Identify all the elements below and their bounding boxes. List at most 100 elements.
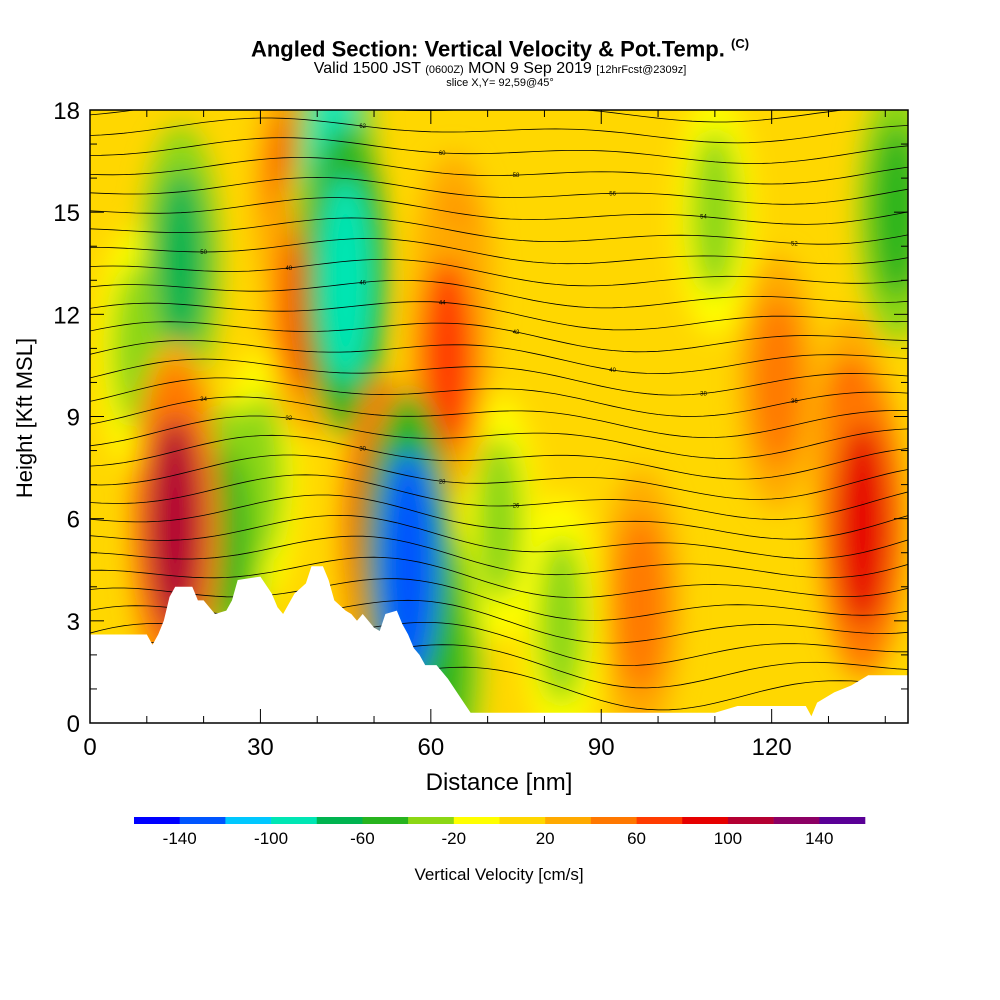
axis-tick-labels: 0 30 60 90 120 0 3 6 9 12 15 18	[53, 98, 791, 761]
slice-info: slice X,Y= 92,59@45°	[446, 77, 554, 89]
y-tick-label: 12	[53, 302, 80, 329]
colorbar-swatch	[316, 817, 363, 824]
colorbar-tick-label: 100	[714, 829, 742, 848]
colorbar-swatch	[362, 817, 409, 824]
velocity-cell	[537, 536, 586, 705]
theta-label: 58	[513, 173, 520, 179]
theta-label: 40	[609, 368, 616, 374]
theta-label: 42	[513, 330, 520, 336]
colorbar-tick-label: -20	[442, 829, 467, 848]
theta-label: 64	[285, 98, 292, 104]
x-tick-label: 60	[417, 734, 444, 761]
x-tick-label: 0	[83, 734, 96, 761]
theta-contour	[90, 301, 908, 331]
colorbar-swatch	[179, 817, 226, 824]
colorbar-swatch	[499, 817, 546, 824]
theta-label: 28	[439, 479, 446, 485]
y-axis-label: Height [Kft MSL]	[12, 338, 37, 498]
theta-label: 48	[285, 266, 292, 272]
y-tick-label: 0	[67, 711, 80, 738]
theta-contour	[90, 415, 908, 459]
theta-contour	[90, 321, 908, 353]
colorbar-tick-label: -60	[350, 829, 375, 848]
velocity-cell	[475, 436, 523, 601]
theta-contour	[90, 434, 908, 480]
theta-contour	[90, 377, 908, 417]
velocity-cell	[155, 170, 207, 356]
theta-contour	[90, 494, 908, 540]
colorbar-swatch	[682, 817, 729, 824]
velocity-cell	[147, 416, 203, 634]
colorbar-tick-label: -100	[254, 829, 288, 848]
theta-label: 54	[700, 215, 707, 221]
velocity-cell	[318, 177, 373, 384]
velocity-field	[97, 110, 908, 723]
theta-label: 62	[359, 124, 366, 130]
velocity-cell	[422, 258, 474, 452]
theta-label: 38	[700, 391, 707, 397]
colorbar-swatch	[819, 817, 866, 824]
colorbar-swatch	[727, 817, 774, 824]
colorbar: -140 -100 -60 -20 20 60 100 140	[134, 817, 866, 848]
theta-contour	[90, 238, 908, 265]
theta-label: 36	[791, 399, 798, 405]
velocity-cell	[616, 514, 666, 694]
theta-contour	[90, 535, 908, 579]
valid-utc: (0600Z)	[425, 64, 464, 76]
chart-title: Angled Section: Vertical Velocity & Pot.…	[250, 36, 750, 62]
colorbar-tick-label: -140	[163, 829, 197, 848]
theta-contour	[90, 217, 908, 245]
colorbar-tick-label: 140	[805, 829, 833, 848]
velocity-cell	[753, 296, 802, 469]
theta-contour	[90, 340, 908, 374]
plot-area: 66 64 62 60 58 56 54 52 50 48 46 44 42 40 38 36 34 32 30 28…	[90, 78, 908, 723]
terrain	[90, 566, 908, 723]
theta-label: 46	[359, 280, 366, 286]
y-tick-label: 18	[53, 98, 80, 125]
theta-contour	[90, 396, 908, 439]
theta-label: 44	[439, 300, 446, 306]
theta-contour	[90, 358, 908, 396]
theta-contour	[90, 258, 908, 287]
colorbar-swatch	[590, 817, 637, 824]
y-tick-label: 9	[67, 405, 80, 432]
theta-label: 60	[439, 151, 446, 157]
colorbar-swatch	[636, 817, 683, 824]
colorbar-tick-label: 20	[536, 829, 555, 848]
theta-contour	[90, 514, 908, 560]
theta-label: 32	[285, 416, 292, 422]
plot-frame	[89, 109, 909, 724]
colorbar-swatch	[773, 817, 820, 824]
x-tick-label: 90	[588, 734, 615, 761]
y-tick-label: 6	[67, 507, 80, 534]
theta-contour	[90, 280, 908, 309]
theta-label: 66	[200, 78, 207, 84]
theta-label: 26	[513, 504, 520, 510]
theta-label: 34	[200, 397, 207, 403]
y-tick-label: 15	[53, 200, 80, 227]
colorbar-swatch	[271, 817, 318, 824]
theta-label: 52	[791, 241, 798, 247]
theta-contour	[90, 474, 908, 520]
theta-contours	[90, 79, 908, 711]
colorbar-label: Vertical Velocity [cm/s]	[414, 865, 583, 884]
colorbar-swatch	[134, 817, 180, 824]
colorbar-swatch	[408, 817, 455, 824]
title-mark: (C)	[731, 36, 750, 51]
theta-contour	[90, 79, 908, 101]
theta-contour	[90, 137, 908, 164]
x-axis-label: Distance [nm]	[426, 769, 573, 796]
x-tick-label: 30	[247, 734, 274, 761]
theta-label: 30	[359, 447, 366, 453]
theta-contour	[90, 578, 908, 621]
theta-contour	[90, 454, 908, 500]
colorbar-tick-label: 60	[627, 829, 646, 848]
y-tick-label: 3	[67, 609, 80, 636]
theta-contour	[90, 176, 908, 205]
x-tick-label: 120	[752, 734, 792, 761]
theta-label: 50	[200, 250, 207, 256]
colorbar-swatch	[545, 817, 592, 824]
theta-contour	[90, 117, 908, 144]
colorbar-swatch	[453, 817, 500, 824]
